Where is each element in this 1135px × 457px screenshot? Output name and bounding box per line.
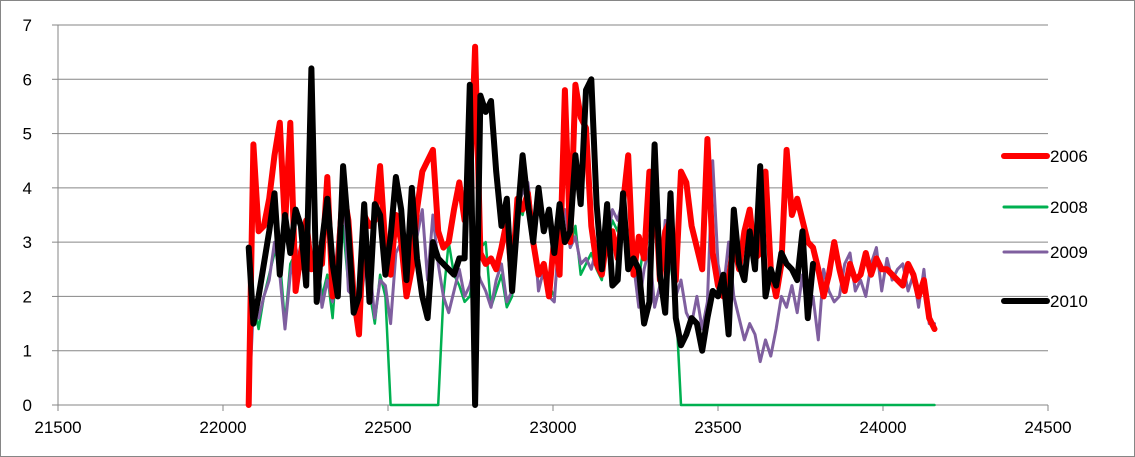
y-tick-label: 5 <box>23 125 32 144</box>
y-tick-label: 3 <box>23 233 32 252</box>
x-tick-label: 21500 <box>34 418 81 437</box>
legend: 2006 2008 2009 2010 <box>1001 147 1088 311</box>
x-tick-label: 24000 <box>859 418 906 437</box>
plot-series <box>245 43 938 408</box>
y-tick-label: 4 <box>23 179 32 198</box>
legend-label-2006: 2006 <box>1050 147 1088 166</box>
series-line-2010 <box>245 65 816 408</box>
y-tick-label: 7 <box>23 16 32 35</box>
x-axis-tick-labels: 21500 22000 22500 23000 23500 24000 24500 <box>34 418 1071 437</box>
y-tick-label: 2 <box>23 287 32 306</box>
x-tick-label: 23000 <box>529 418 576 437</box>
x-tick-label: 22000 <box>199 418 246 437</box>
y-tick-label: 6 <box>23 70 32 89</box>
legend-label-2009: 2009 <box>1050 243 1088 262</box>
y-axis-tick-labels: 0 1 2 3 4 5 6 7 <box>23 16 32 415</box>
y-tick-label: 1 <box>23 342 32 361</box>
x-tick-label: 22500 <box>364 418 411 437</box>
legend-label-2008: 2008 <box>1050 198 1088 217</box>
y-tick-label: 0 <box>23 396 32 415</box>
x-tick-label: 24500 <box>1024 418 1071 437</box>
x-tick-label: 23500 <box>694 418 741 437</box>
gridlines <box>58 24 1048 352</box>
legend-label-2010: 2010 <box>1050 292 1088 311</box>
